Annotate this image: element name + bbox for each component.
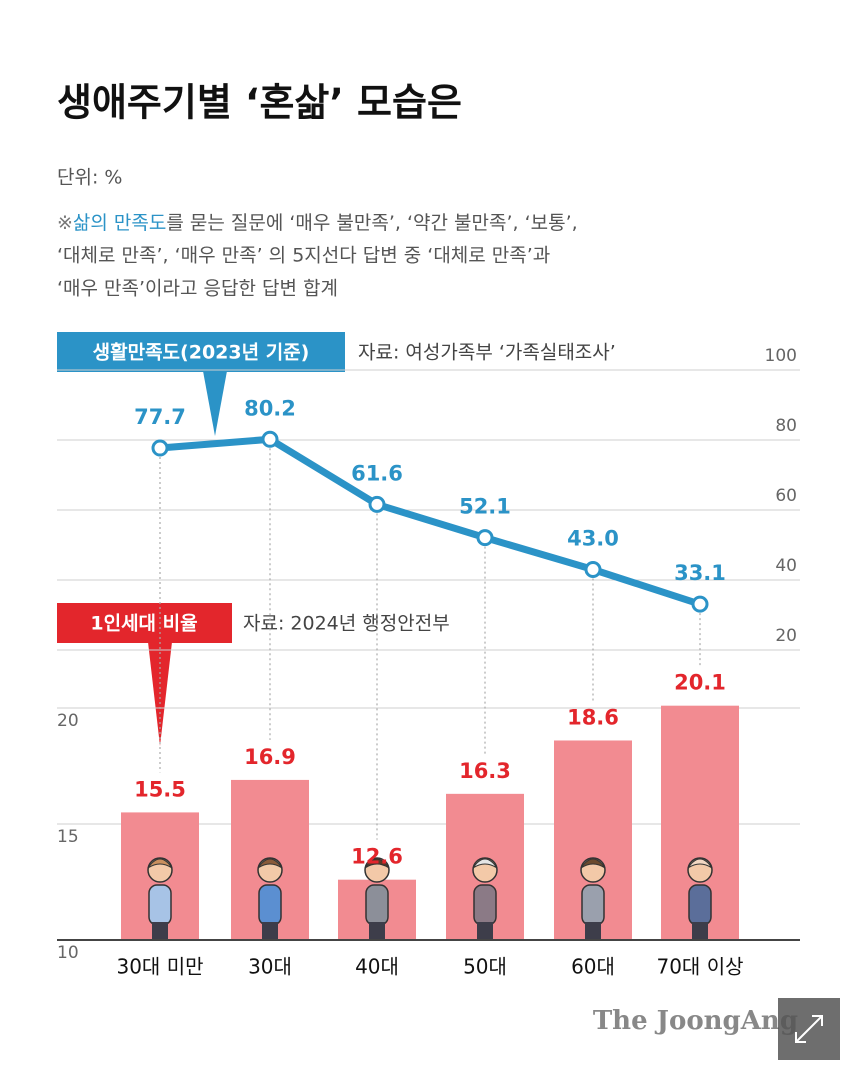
- figure-legs: [477, 922, 493, 939]
- value-label: 43.0: [567, 527, 619, 551]
- x-tick-label: 30대 미만: [116, 955, 203, 979]
- footer: The JoongAng: [593, 1006, 798, 1036]
- value-label: 52.1: [459, 495, 511, 519]
- value-label: 77.7: [134, 405, 186, 429]
- y-tick-label: 60: [775, 486, 797, 506]
- source: 자료: 여성가족부 ‘가족실태조사’: [358, 342, 616, 364]
- x-tick-label: 70대 이상: [656, 955, 743, 979]
- note-text: ‘매우 만족’이라고 응답한 답변 합계: [57, 278, 338, 300]
- value-label: 18.6: [567, 705, 619, 729]
- figure-hair: [257, 858, 283, 869]
- unit: 단위: %: [57, 167, 122, 189]
- x-tick-label: 30대: [248, 955, 292, 979]
- person-figure: [687, 857, 713, 939]
- line-chart-title: 생활만족도(2023년 기준): [93, 342, 310, 364]
- leaders: [159, 448, 701, 840]
- figure-hair: [147, 858, 173, 869]
- figure-hair: [472, 858, 498, 869]
- marks: [121, 430, 739, 940]
- value-label: 16.9: [244, 745, 296, 769]
- source: 자료: 2024년 행정안전부: [243, 613, 450, 635]
- person-figure: [257, 857, 283, 939]
- point: [261, 430, 279, 448]
- y-tick-label: 15: [57, 827, 79, 847]
- point: [584, 561, 602, 578]
- label-pointer: [203, 371, 227, 436]
- figure-body: [148, 884, 172, 926]
- person-figure: [364, 857, 390, 939]
- figure-hair: [580, 858, 606, 869]
- figure-body: [581, 884, 605, 926]
- value-label: 15.5: [134, 777, 186, 801]
- figure-legs: [369, 922, 385, 939]
- y-tick-label: 20: [57, 711, 79, 731]
- bar-chart-title: 1인세대 비율: [90, 613, 197, 635]
- note: ※삶의 만족도를 묻는 질문에 ‘매우 불만족’, ‘약간 불만족’, ‘보통’…: [57, 212, 578, 234]
- figure-legs: [262, 922, 278, 939]
- figure-body: [365, 884, 389, 926]
- figure-body: [258, 884, 282, 926]
- label-box: [57, 603, 232, 643]
- value-label: 61.6: [351, 461, 403, 485]
- value-label: 33.1: [674, 561, 726, 585]
- y-tick-label: 100: [765, 346, 797, 366]
- note-highlight: 삶의 만족도: [73, 212, 166, 234]
- y-tick-label: 80: [775, 416, 797, 436]
- title: 생애주기별 ‘혼삶’ 모습은: [57, 81, 462, 125]
- point: [151, 439, 169, 457]
- y-tick-label: 40: [775, 556, 797, 576]
- point: [691, 595, 709, 613]
- figure-legs: [152, 922, 168, 939]
- x-tick-label: 40대: [355, 955, 399, 979]
- value-label: 80.2: [244, 396, 296, 420]
- y-tick-label: 10: [57, 943, 79, 963]
- note-text: 를 묻는 질문에 ‘매우 불만족’, ‘약간 불만족’, ‘보통’,: [166, 212, 577, 234]
- value-label: 16.3: [459, 759, 511, 783]
- point: [368, 495, 386, 513]
- figure-body: [688, 884, 712, 926]
- note-text: ‘대체로 만족’, ‘매우 만족’ 의 5지선다 답변 중 ‘대체로 만족’과: [57, 245, 550, 267]
- person-figure: [472, 857, 498, 939]
- line: [159, 435, 702, 608]
- label-box: [57, 332, 345, 372]
- x-tick-label: 50대: [463, 955, 507, 979]
- figure-legs: [585, 922, 601, 939]
- x-tick-label: 60대: [571, 955, 615, 979]
- expand-icon: [795, 1015, 823, 1043]
- figure-body: [473, 884, 497, 926]
- value-label: 12.6: [351, 845, 403, 869]
- y-tick-label: 20: [775, 626, 797, 646]
- figure-hair: [364, 858, 390, 869]
- note-mark: ※: [57, 212, 73, 234]
- person-figure: [147, 857, 173, 939]
- person-figure: [580, 857, 606, 939]
- value-label: 20.1: [674, 671, 726, 695]
- point: [476, 529, 494, 547]
- figure-legs: [692, 922, 708, 939]
- figure-hair: [687, 858, 713, 869]
